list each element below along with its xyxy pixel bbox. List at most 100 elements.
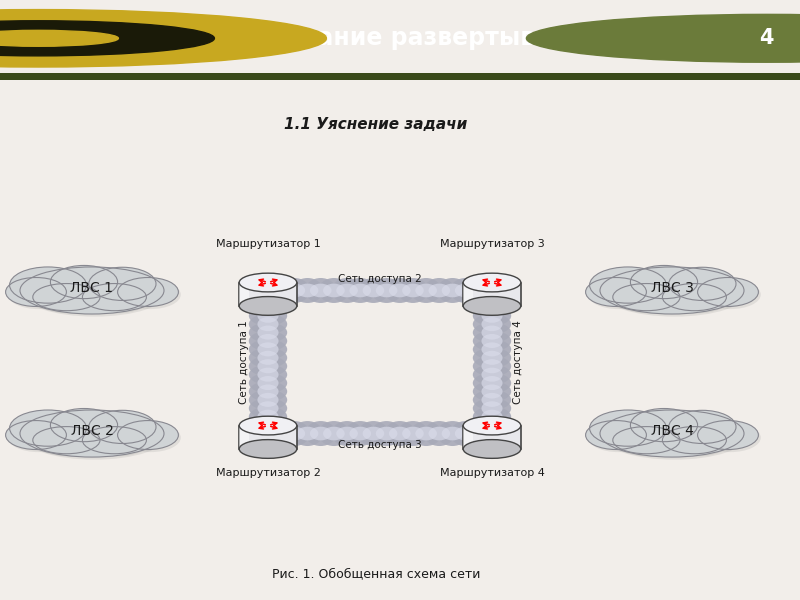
- Ellipse shape: [323, 427, 345, 440]
- Ellipse shape: [258, 284, 279, 298]
- Circle shape: [0, 21, 214, 56]
- Ellipse shape: [336, 427, 358, 440]
- Ellipse shape: [602, 269, 746, 317]
- Ellipse shape: [50, 409, 118, 442]
- Ellipse shape: [482, 334, 502, 348]
- Ellipse shape: [473, 322, 511, 343]
- Ellipse shape: [270, 427, 292, 440]
- Ellipse shape: [258, 427, 278, 440]
- Ellipse shape: [590, 267, 666, 303]
- Text: 1.1 Уяснение задачи: 1.1 Уяснение задачи: [284, 116, 468, 131]
- Ellipse shape: [600, 267, 744, 314]
- Ellipse shape: [249, 347, 287, 368]
- Text: ЛВС 2: ЛВС 2: [70, 424, 114, 438]
- Ellipse shape: [473, 407, 511, 427]
- Ellipse shape: [482, 317, 502, 331]
- Ellipse shape: [482, 309, 502, 323]
- Ellipse shape: [613, 284, 680, 311]
- Ellipse shape: [35, 286, 102, 313]
- Ellipse shape: [588, 423, 649, 452]
- Ellipse shape: [239, 296, 297, 315]
- Ellipse shape: [239, 416, 297, 435]
- Ellipse shape: [89, 267, 156, 301]
- Ellipse shape: [429, 284, 450, 298]
- Ellipse shape: [590, 410, 666, 446]
- Ellipse shape: [429, 427, 450, 440]
- Ellipse shape: [473, 314, 511, 334]
- Ellipse shape: [258, 368, 278, 382]
- Ellipse shape: [665, 286, 729, 313]
- Ellipse shape: [669, 267, 736, 301]
- FancyBboxPatch shape: [463, 283, 474, 306]
- Text: Сеть доступа 4: Сеть доступа 4: [513, 320, 522, 404]
- Ellipse shape: [671, 270, 738, 303]
- Ellipse shape: [482, 283, 502, 298]
- Ellipse shape: [362, 284, 384, 298]
- Ellipse shape: [10, 410, 86, 446]
- Ellipse shape: [398, 421, 429, 446]
- Ellipse shape: [118, 421, 178, 449]
- Ellipse shape: [249, 305, 287, 326]
- Ellipse shape: [53, 268, 120, 301]
- Circle shape: [526, 14, 800, 62]
- Ellipse shape: [283, 427, 305, 440]
- Ellipse shape: [482, 368, 502, 382]
- Ellipse shape: [258, 385, 278, 398]
- Ellipse shape: [473, 415, 511, 435]
- Text: Маршрутизатор 2: Маршрутизатор 2: [215, 467, 321, 478]
- Text: ЛВС 3: ЛВС 3: [650, 281, 694, 295]
- Text: ЛВС 4: ЛВС 4: [650, 424, 694, 438]
- Ellipse shape: [371, 278, 402, 303]
- Ellipse shape: [358, 278, 389, 303]
- Ellipse shape: [249, 364, 287, 385]
- Text: Маршрутизатор 1: Маршрутизатор 1: [216, 239, 320, 248]
- Ellipse shape: [442, 427, 463, 440]
- Ellipse shape: [473, 297, 511, 317]
- Ellipse shape: [249, 407, 287, 427]
- Ellipse shape: [398, 278, 429, 303]
- FancyBboxPatch shape: [239, 425, 250, 449]
- Ellipse shape: [310, 427, 331, 440]
- Ellipse shape: [292, 278, 323, 303]
- Ellipse shape: [384, 278, 415, 303]
- FancyBboxPatch shape: [463, 425, 521, 449]
- Text: Сеть доступа 3: Сеть доступа 3: [338, 440, 422, 450]
- Ellipse shape: [22, 413, 166, 460]
- Ellipse shape: [482, 343, 502, 356]
- Ellipse shape: [473, 373, 511, 393]
- Ellipse shape: [258, 393, 278, 407]
- Ellipse shape: [345, 421, 376, 446]
- Ellipse shape: [336, 284, 358, 298]
- Ellipse shape: [6, 421, 66, 449]
- Ellipse shape: [633, 268, 700, 301]
- Text: 4: 4: [759, 28, 774, 49]
- Ellipse shape: [118, 278, 178, 307]
- Ellipse shape: [473, 390, 511, 410]
- Ellipse shape: [450, 278, 482, 303]
- Ellipse shape: [482, 401, 502, 415]
- Ellipse shape: [266, 278, 297, 303]
- Ellipse shape: [482, 418, 502, 432]
- Ellipse shape: [249, 289, 287, 309]
- Text: Сеть доступа 1: Сеть доступа 1: [239, 320, 249, 404]
- Ellipse shape: [410, 421, 442, 446]
- Ellipse shape: [698, 421, 758, 449]
- Ellipse shape: [8, 423, 69, 452]
- Ellipse shape: [586, 278, 646, 307]
- Ellipse shape: [592, 269, 669, 306]
- Ellipse shape: [473, 364, 511, 385]
- Ellipse shape: [89, 410, 156, 443]
- Ellipse shape: [258, 292, 278, 306]
- Ellipse shape: [258, 334, 278, 348]
- Ellipse shape: [22, 269, 166, 317]
- Ellipse shape: [633, 411, 700, 444]
- Ellipse shape: [91, 270, 158, 303]
- Ellipse shape: [249, 297, 287, 317]
- Ellipse shape: [362, 427, 384, 440]
- Ellipse shape: [249, 382, 287, 401]
- Ellipse shape: [463, 421, 494, 446]
- Ellipse shape: [376, 427, 398, 440]
- Ellipse shape: [482, 376, 502, 390]
- Ellipse shape: [249, 390, 287, 410]
- Ellipse shape: [249, 339, 287, 359]
